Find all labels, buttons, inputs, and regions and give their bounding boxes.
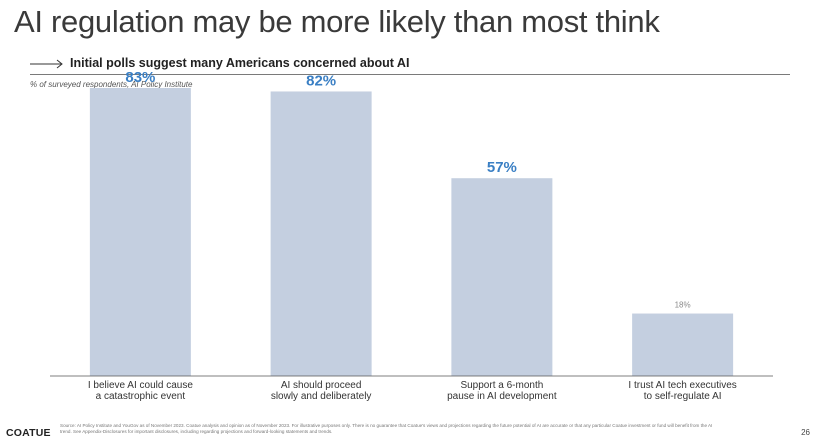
data-label: 83% [125,69,155,86]
category-label: I trust AI tech executives [628,380,736,391]
coatue-logo: COATUE [6,427,51,439]
data-label: 18% [675,301,691,310]
category-label: pause in AI development [447,391,557,402]
page-number: 26 [801,428,810,437]
arrow-right-icon [30,59,63,69]
data-label: 57% [487,159,517,176]
bar [89,87,191,377]
category-label: Support a 6-month [460,380,543,391]
category-label: I believe AI could cause [88,380,194,391]
category-label: to self-regulate AI [644,391,722,402]
subtitle-row: Initial polls suggest many Americans con… [30,54,790,74]
bar [270,91,372,377]
source-footnote: Source: AI Policy Institute and YouGov a… [60,423,770,435]
page-title: AI regulation may be more likely than mo… [14,4,660,39]
chart-subtitle: Initial polls suggest many Americans con… [70,56,410,70]
source-line-2: trend. See Appendix-Disclosures for impo… [60,429,333,434]
divider [30,74,790,75]
source-line-1: Source: AI Policy Institute and YouGov a… [60,423,713,428]
category-label: a catastrophic event [96,391,186,402]
data-label: 82% [306,72,336,89]
bar [451,178,553,376]
category-label: AI should proceed [281,380,362,391]
category-label: slowly and deliberately [271,391,372,402]
chart-note: % of surveyed respondents, AI Policy Ins… [30,80,193,89]
bar [632,313,734,376]
